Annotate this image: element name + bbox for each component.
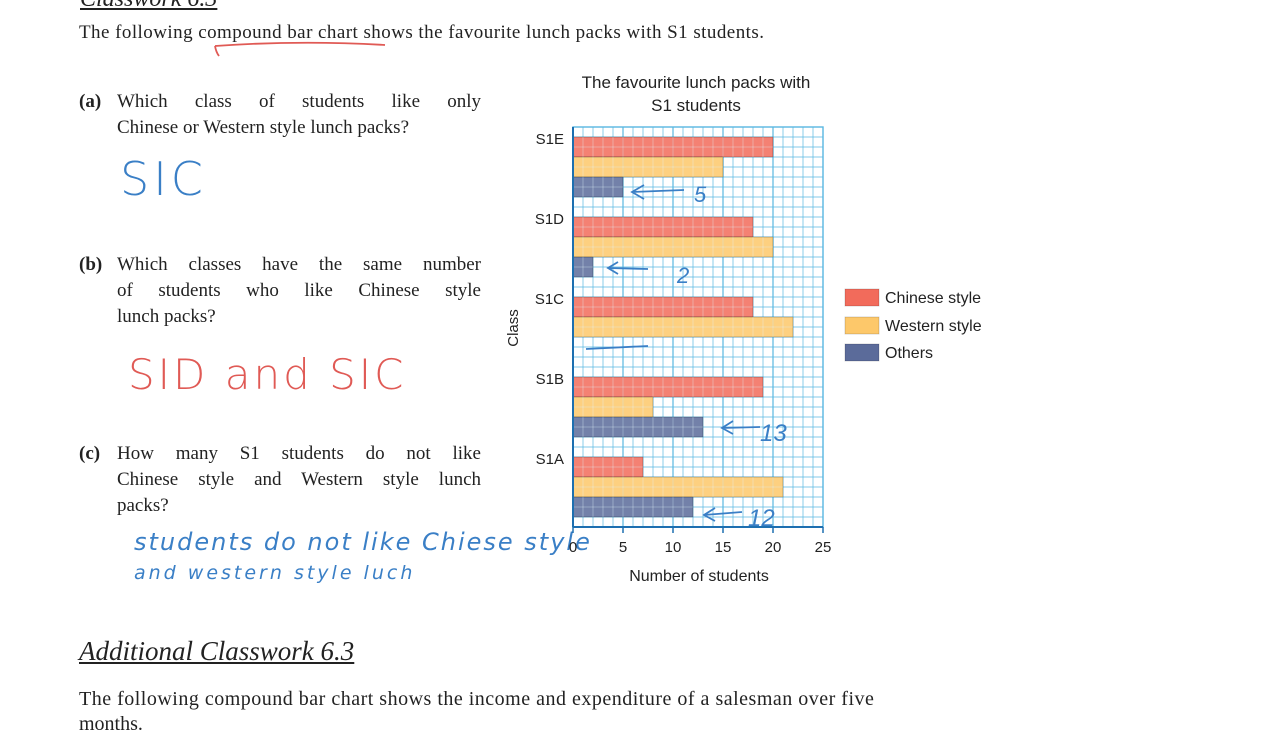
dash-annotation — [585, 345, 649, 350]
bar — [573, 217, 753, 237]
x-tick-label: 0 — [569, 539, 577, 556]
bar-texture — [573, 137, 773, 157]
bar — [573, 237, 773, 257]
bar-texture — [573, 477, 783, 497]
question-line: How many S1 students do not like — [117, 443, 481, 464]
bar — [573, 497, 693, 517]
chart-ylabel: Class — [505, 309, 522, 347]
legend-label: Chinese style — [885, 290, 981, 307]
chart-xlabel: Number of students — [629, 568, 769, 585]
arrow-annotation — [720, 420, 761, 435]
y-tick-label: S1C — [535, 291, 564, 308]
bar — [573, 157, 723, 177]
annotation-value: 2 — [676, 263, 689, 288]
bar-texture — [573, 497, 693, 517]
answer-c-line2: and western style luch — [134, 562, 416, 584]
legend-label: Western style — [885, 318, 982, 335]
lunch-pack-chart: The favourite lunch packs with S1 studen… — [505, 73, 982, 585]
bar — [573, 397, 653, 417]
bar — [573, 477, 783, 497]
x-tick-label: 20 — [765, 539, 782, 556]
question-line: packs? — [117, 495, 169, 516]
question-line: Chinese style and Western style lunch — [117, 469, 481, 490]
arrow-annotation — [702, 507, 743, 522]
bar — [573, 137, 773, 157]
additional-heading: Additional Classwork 6.3 — [79, 636, 355, 666]
bar-texture — [573, 417, 703, 437]
bar — [573, 297, 753, 317]
intro-text: The following compound bar chart shows t… — [79, 22, 765, 43]
top-heading: Classwork 6.3 — [80, 0, 217, 13]
bar — [573, 377, 763, 397]
annotation-value: 5 — [694, 182, 707, 207]
question-line: of students who like Chinese style — [117, 280, 481, 301]
bar-texture — [573, 217, 753, 237]
legend-swatch — [844, 343, 880, 362]
legend-swatch — [844, 288, 880, 307]
question-line: Which classes have the same number — [117, 254, 481, 275]
y-tick-label: S1E — [536, 131, 564, 148]
x-tick-label: 15 — [715, 539, 732, 556]
y-tick-label: S1B — [536, 371, 564, 388]
bar — [573, 317, 793, 337]
bar-texture — [573, 397, 653, 417]
y-tick-label: S1A — [536, 451, 564, 468]
answer-a: SIC — [120, 152, 207, 206]
question-a: (a) Which class of students like only Ch… — [79, 89, 481, 141]
question-b: (b) Which classes have the same number o… — [79, 252, 481, 330]
bar — [573, 257, 593, 277]
x-tick-label: 10 — [665, 539, 682, 556]
x-tick-label: 5 — [619, 539, 627, 556]
bar-texture — [573, 457, 643, 477]
chart-annotations: 5 2 13 12 — [585, 182, 787, 532]
additional-intro: The following compound bar chart shows t… — [79, 688, 875, 710]
answer-c-line1: students do not like Chiese style — [134, 528, 592, 556]
question-line: Which class of students like only — [117, 91, 481, 112]
chart-title-line-1: The favourite lunch packs with — [582, 73, 811, 92]
chart-legend: Chinese style Western style Others — [844, 288, 982, 362]
arrow-annotation — [606, 261, 649, 275]
bar-texture — [573, 157, 723, 177]
bar-texture — [573, 377, 763, 397]
underline-annotation — [214, 41, 386, 57]
question-c: (c) How many S1 students do not like Chi… — [79, 441, 481, 519]
arrow-annotation — [630, 184, 685, 200]
bar — [573, 417, 703, 437]
bar — [573, 457, 643, 477]
annotation-value: 13 — [760, 420, 787, 447]
additional-intro-continued: months. — [79, 713, 143, 735]
question-label: (a) — [79, 91, 102, 112]
y-tick-label: S1D — [535, 211, 564, 228]
legend-label: Others — [885, 345, 933, 362]
chart-bars — [572, 136, 794, 518]
bar-texture — [573, 257, 593, 277]
answer-b: SID and SIC — [128, 350, 407, 399]
question-line: Chinese or Western style lunch packs? — [117, 117, 410, 138]
question-line: lunch packs? — [117, 306, 216, 327]
chart-axes — [572, 127, 824, 533]
annotation-value: 12 — [748, 505, 775, 532]
x-tick-label: 25 — [815, 539, 832, 556]
bar-texture — [573, 297, 753, 317]
bar-texture — [573, 237, 773, 257]
bar-texture — [573, 317, 793, 337]
bar-texture — [573, 177, 623, 197]
question-label: (c) — [79, 443, 101, 464]
legend-swatch — [844, 316, 880, 335]
chart-title-line-2: S1 students — [651, 96, 741, 115]
bar — [573, 177, 623, 197]
question-label: (b) — [79, 254, 103, 275]
